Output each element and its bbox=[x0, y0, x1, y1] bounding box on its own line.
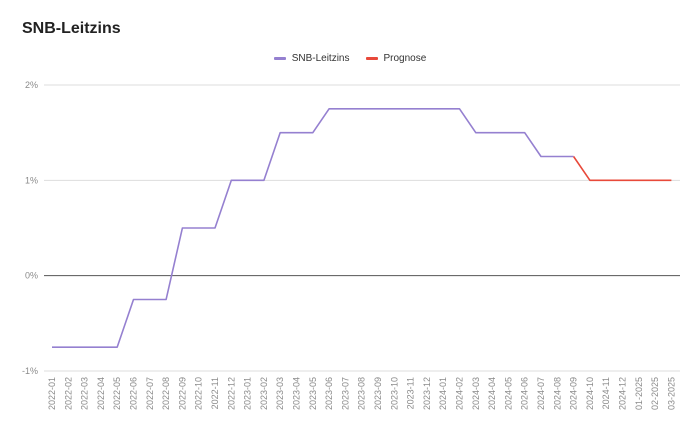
x-tick-label: 2022-05 bbox=[112, 377, 122, 410]
x-tick-label: 2024-07 bbox=[536, 377, 546, 410]
x-tick-label: 2023-05 bbox=[308, 377, 318, 410]
x-tick-label: 2022-04 bbox=[96, 377, 106, 410]
y-tick-label: 2% bbox=[25, 80, 38, 90]
x-tick-label: 2024-12 bbox=[618, 377, 628, 410]
x-tick-label: 2024-06 bbox=[520, 377, 530, 410]
series-line-prognose bbox=[572, 156, 672, 182]
x-tick-label: 2024-08 bbox=[552, 377, 562, 410]
x-tick-label: 2022-03 bbox=[80, 377, 90, 410]
x-tick-label: 02-2025 bbox=[650, 377, 660, 410]
x-tick-label: 2023-08 bbox=[357, 377, 367, 410]
x-tick-label: 2022-08 bbox=[161, 377, 171, 410]
chart-title: SNB-Leitzins bbox=[22, 20, 121, 37]
x-tick-label: 01-2025 bbox=[634, 377, 644, 410]
x-tick-label: 2024-05 bbox=[503, 377, 513, 410]
x-tick-label: 2024-01 bbox=[438, 377, 448, 410]
series-line-snb-leitzins bbox=[52, 108, 574, 348]
x-tick-label: 2022-11 bbox=[210, 377, 220, 409]
x-tick-label: 2022-09 bbox=[177, 377, 187, 410]
legend-label: SNB-Leitzins bbox=[291, 53, 350, 64]
x-tick-label: 2023-11 bbox=[406, 377, 416, 409]
legend-item: SNB-Leitzins bbox=[273, 53, 350, 64]
x-tick-label: 2022-07 bbox=[145, 377, 155, 410]
x-tick-label: 2022-10 bbox=[194, 377, 204, 410]
x-tick-label: 2024-02 bbox=[455, 377, 465, 410]
x-tick-label: 2023-02 bbox=[259, 377, 269, 410]
x-tick-label: 2023-06 bbox=[324, 377, 334, 410]
x-tick-label: 2022-12 bbox=[226, 377, 236, 410]
legend-swatch bbox=[273, 57, 286, 60]
x-tick-label: 2023-03 bbox=[275, 377, 285, 410]
x-tick-label: 2022-06 bbox=[129, 377, 139, 410]
legend-swatch bbox=[365, 57, 378, 60]
legend-item: Prognose bbox=[365, 53, 427, 64]
x-tick-label: 2024-09 bbox=[569, 377, 579, 410]
x-tick-label: 2024-04 bbox=[487, 377, 497, 410]
x-tick-label: 2023-09 bbox=[373, 377, 383, 410]
x-tick-label: 2023-10 bbox=[389, 377, 399, 410]
x-tick-label: 03-2025 bbox=[666, 377, 676, 410]
x-tick-label: 2023-01 bbox=[243, 377, 253, 410]
legend-label: Prognose bbox=[383, 53, 427, 64]
y-tick-label: 1% bbox=[25, 175, 38, 185]
y-tick-label: -1% bbox=[22, 366, 38, 376]
x-tick-label: 2023-12 bbox=[422, 377, 432, 410]
y-tick-label: 0% bbox=[25, 271, 38, 281]
x-tick-label: 2024-11 bbox=[601, 377, 611, 409]
x-tick-label: 2024-10 bbox=[585, 377, 595, 410]
x-tick-label: 2022-01 bbox=[47, 377, 57, 410]
x-tick-label: 2024-03 bbox=[471, 377, 481, 410]
x-tick-label: 2023-07 bbox=[340, 377, 350, 410]
legend: SNB-Leitzins Prognose bbox=[0, 53, 700, 64]
x-tick-label: 2022-02 bbox=[63, 377, 73, 410]
x-tick-label: 2023-04 bbox=[292, 377, 302, 410]
